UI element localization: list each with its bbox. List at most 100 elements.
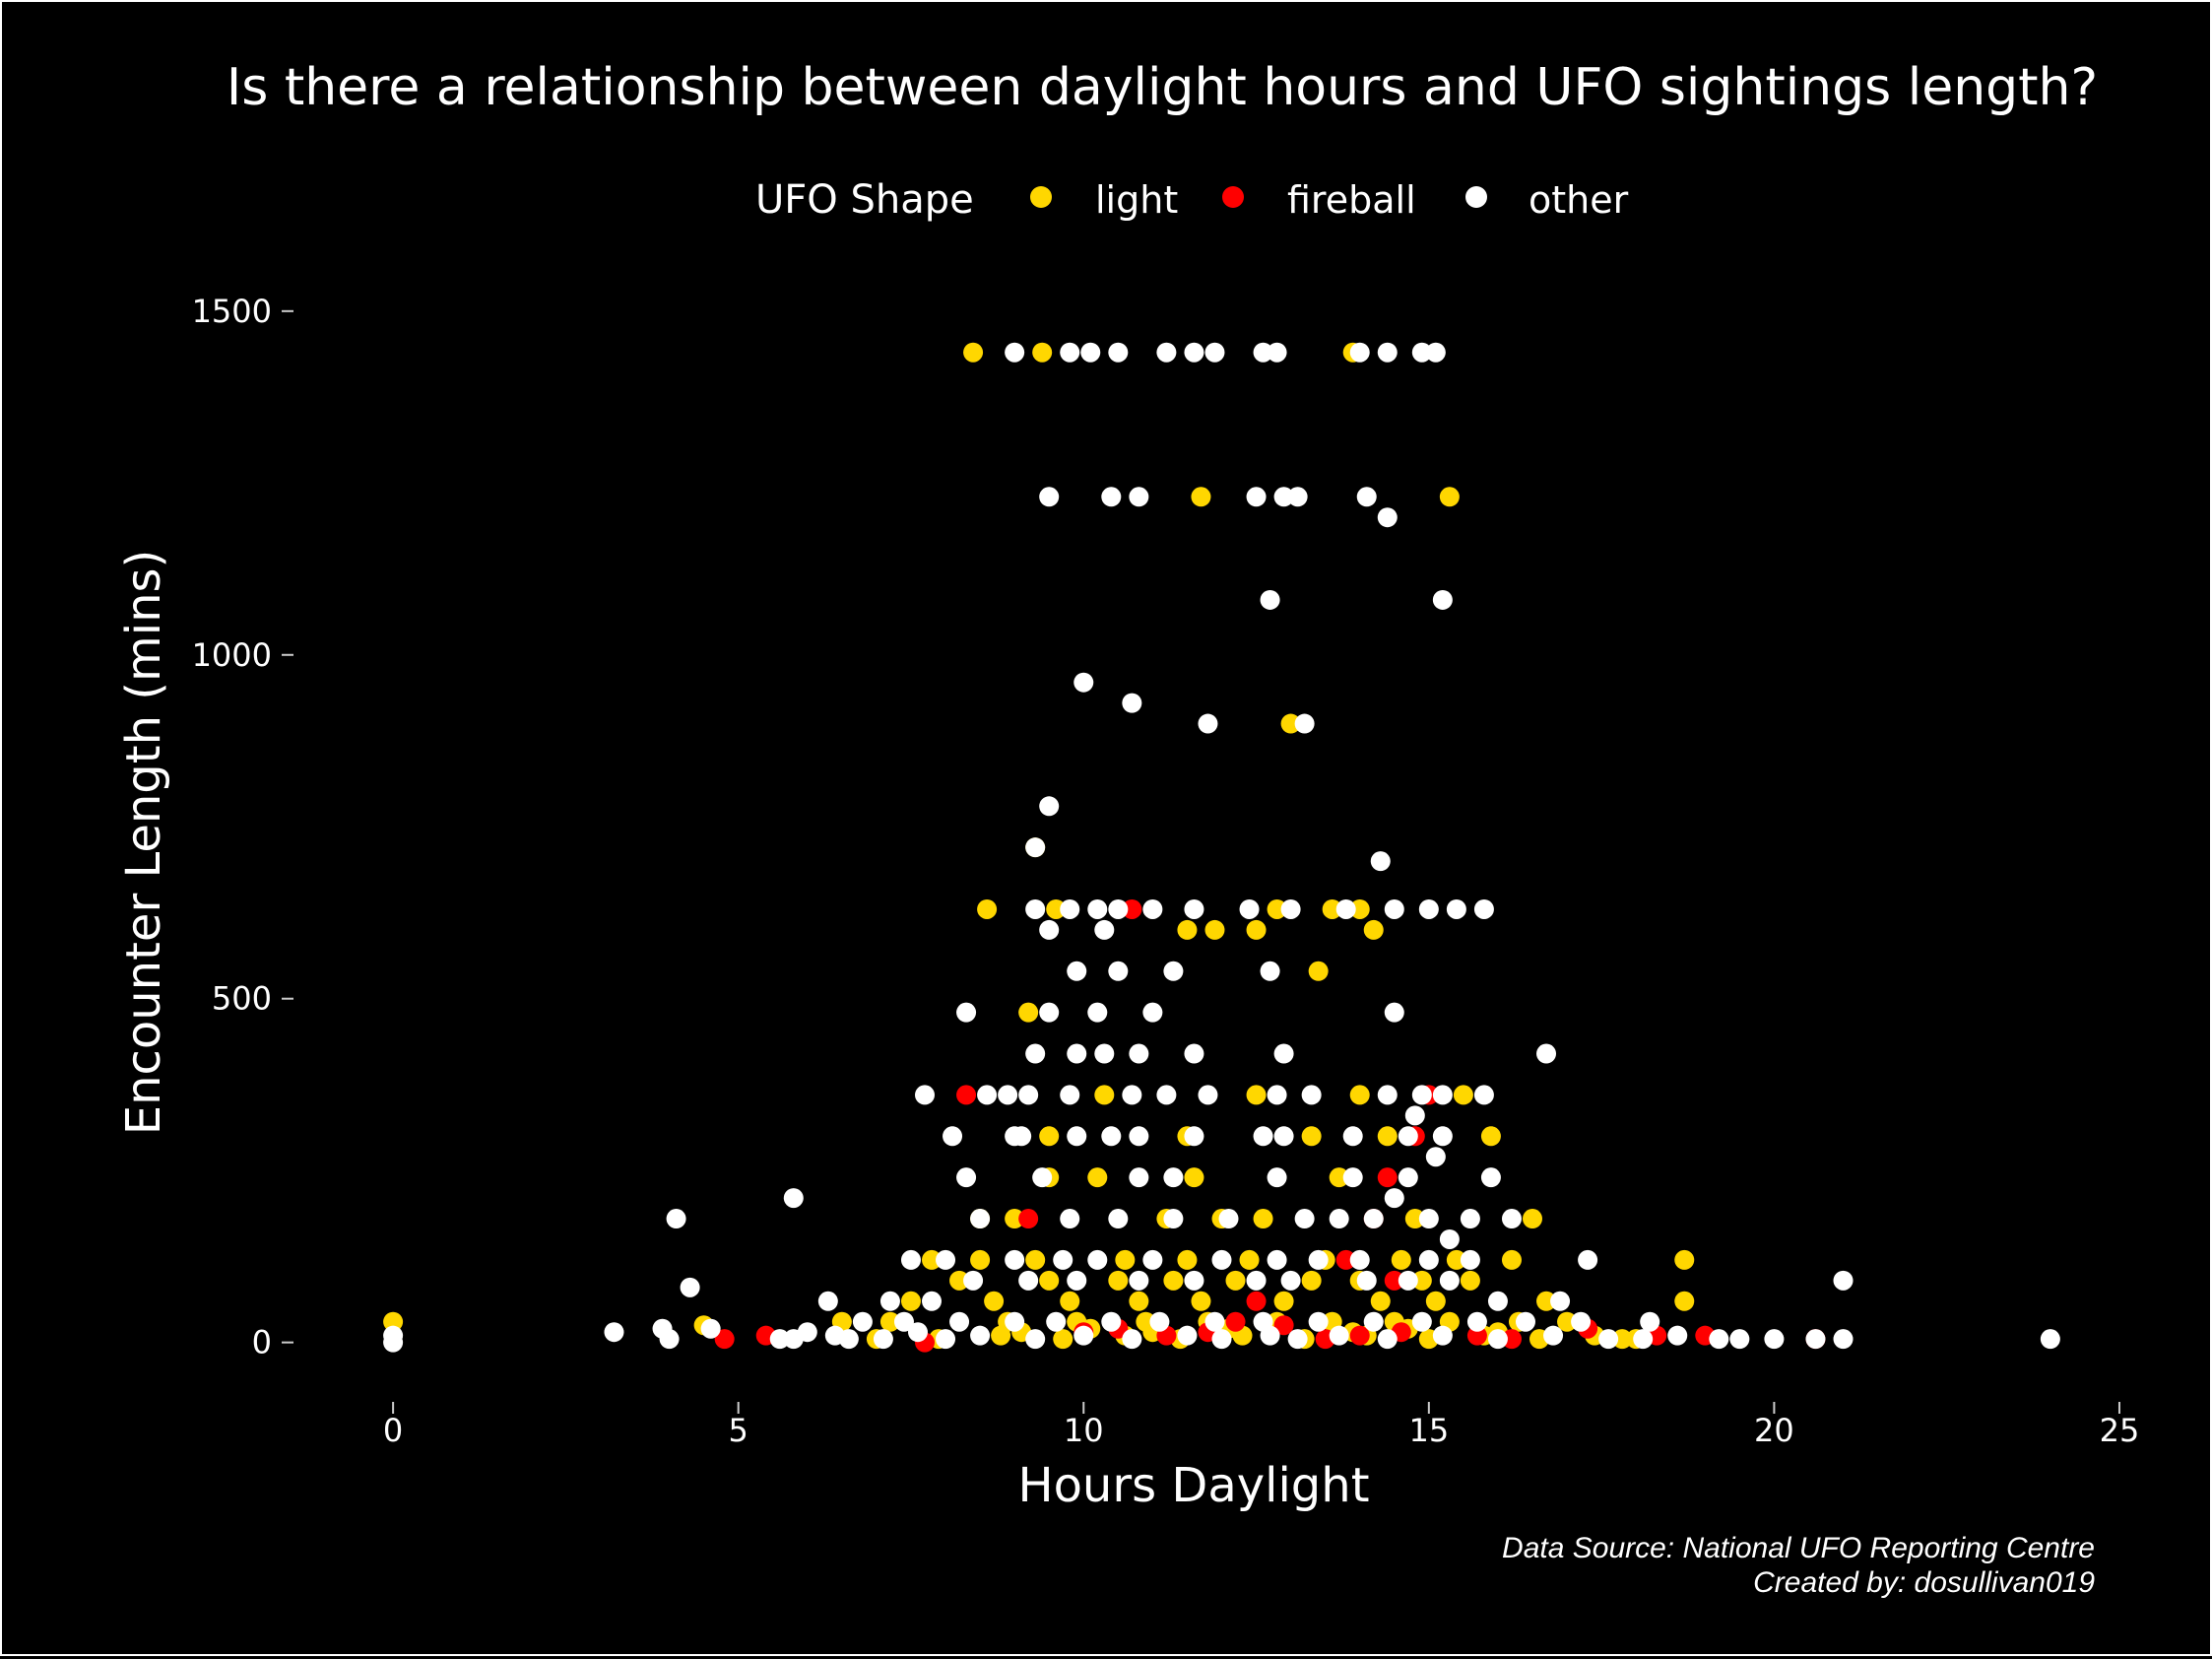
point-light: [1411, 1270, 1432, 1291]
point-other: [1349, 342, 1370, 363]
point-other: [1432, 1085, 1453, 1105]
point-other: [1122, 1329, 1142, 1350]
point-fireball: [714, 1329, 735, 1350]
point-other: [1377, 342, 1398, 363]
legend-label-light: light: [1095, 178, 1178, 222]
point-other: [1329, 1325, 1349, 1346]
point-other: [1363, 1209, 1384, 1229]
point-other: [1487, 1329, 1508, 1350]
point-fireball: [1466, 1325, 1487, 1346]
point-light: [991, 1325, 1011, 1346]
y-axis-title: Encounter Length (mins): [116, 550, 171, 1136]
point-other: [1129, 1167, 1149, 1188]
legend-key-light: [1030, 186, 1052, 208]
point-fireball: [1018, 1209, 1039, 1229]
y-tick-label: 500: [212, 980, 272, 1018]
point-light: [1370, 1291, 1391, 1311]
point-other: [1473, 1085, 1494, 1105]
y-axis-ticks: 0 500 1000 1500: [192, 293, 293, 1361]
point-light: [1005, 1209, 1025, 1229]
point-other: [1211, 1249, 1232, 1270]
point-light: [1301, 1270, 1322, 1291]
point-other: [1335, 898, 1356, 919]
point-other: [1101, 1311, 1122, 1332]
point-other: [1184, 1270, 1204, 1291]
point-other: [1598, 1329, 1619, 1350]
point-other: [1571, 1311, 1592, 1332]
point-light: [900, 1291, 921, 1311]
point-light: [1060, 1291, 1080, 1311]
point-other: [1308, 1311, 1329, 1332]
point-other: [1018, 1085, 1039, 1105]
point-other: [1501, 1209, 1522, 1229]
point-other: [1342, 1167, 1363, 1188]
point-other: [1094, 919, 1115, 940]
point-other: [1294, 713, 1315, 734]
point-light: [963, 342, 984, 363]
point-other: [1287, 487, 1308, 507]
point-fireball: [1273, 1315, 1294, 1336]
point-other: [769, 1329, 790, 1350]
point-light: [1163, 1270, 1184, 1291]
point-light: [1273, 1291, 1294, 1311]
point-fireball: [1501, 1329, 1522, 1350]
point-other: [824, 1325, 845, 1346]
point-light: [977, 898, 998, 919]
point-other: [1446, 898, 1466, 919]
point-other: [1536, 1043, 1557, 1064]
chart-title: Is there a relationship between daylight…: [227, 58, 2098, 117]
point-light: [1391, 1249, 1411, 1270]
point-light: [1239, 1249, 1260, 1270]
point-light: [1377, 1126, 1398, 1147]
point-light: [1053, 1329, 1073, 1350]
point-other: [817, 1291, 838, 1311]
point-other: [936, 1329, 956, 1350]
point-other: [1142, 1002, 1163, 1023]
point-other: [1032, 1167, 1053, 1188]
point-other: [1005, 1126, 1025, 1147]
point-light: [984, 1291, 1005, 1311]
point-other: [1005, 342, 1025, 363]
point-other: [1329, 1209, 1349, 1229]
point-other: [1418, 1209, 1439, 1229]
point-other: [680, 1277, 700, 1297]
point-other: [1280, 898, 1301, 919]
point-other: [1163, 1209, 1184, 1229]
point-other: [1060, 1085, 1080, 1105]
point-light: [1087, 1167, 1108, 1188]
point-other: [1805, 1329, 1826, 1350]
point-other: [1073, 672, 1094, 693]
point-light: [1363, 919, 1384, 940]
point-light: [1280, 713, 1301, 734]
point-other: [1439, 1270, 1460, 1291]
point-other: [1184, 898, 1204, 919]
caption-author: Created by: dosullivan019: [1753, 1566, 2095, 1599]
point-light: [1025, 1249, 1046, 1270]
point-light: [1267, 898, 1287, 919]
x-tick-label: 5: [729, 1412, 748, 1449]
point-light: [1501, 1249, 1522, 1270]
point-other: [1349, 1249, 1370, 1270]
point-other: [1377, 1329, 1398, 1350]
point-light: [879, 1311, 900, 1332]
legend: UFO Shape light fireball other: [755, 177, 1629, 223]
point-other: [949, 1311, 970, 1332]
point-other: [1363, 1311, 1384, 1332]
point-other: [963, 1270, 984, 1291]
point-other: [1729, 1329, 1750, 1350]
point-fireball: [1377, 1167, 1398, 1188]
point-other: [1267, 1167, 1287, 1188]
point-other: [1640, 1311, 1660, 1332]
point-other: [1267, 1085, 1287, 1105]
point-other: [936, 1249, 956, 1270]
point-other: [1156, 1085, 1177, 1105]
data-points: [383, 342, 2060, 1353]
point-other: [1005, 1249, 1025, 1270]
point-light: [1329, 1167, 1349, 1188]
point-other: [383, 1332, 404, 1353]
point-light: [1094, 1085, 1115, 1105]
point-light: [1536, 1291, 1557, 1311]
point-other: [1432, 1325, 1453, 1346]
point-other: [1253, 342, 1273, 363]
